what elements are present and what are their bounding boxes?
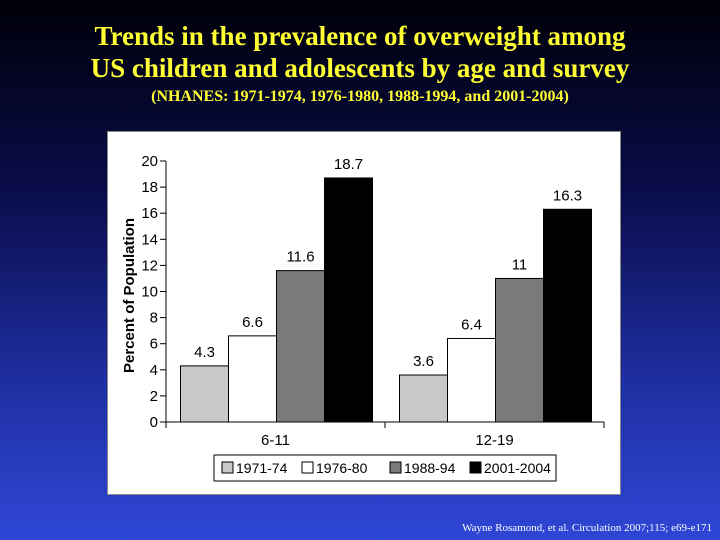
x-tick-label: 12-19 xyxy=(475,432,513,449)
y-tick-label: 16 xyxy=(141,205,158,222)
data-label: 11.6 xyxy=(286,249,314,266)
x-tick-label: 6-11 xyxy=(261,432,290,449)
legend-swatch-1976-80 xyxy=(301,461,314,474)
legend-label: 1988-94 xyxy=(404,460,456,476)
y-tick-label: 18 xyxy=(141,179,158,196)
y-tick-label: 4 xyxy=(150,362,158,379)
y-tick-label: 20 xyxy=(141,153,158,170)
bar-2001-2004-6-11 xyxy=(324,177,373,423)
citation: Wayne Rosamond, et al. Circulation 2007;… xyxy=(462,522,712,534)
legend-label: 1971-74 xyxy=(236,460,288,476)
data-label: 6.4 xyxy=(461,316,482,333)
y-tick-label: 0 xyxy=(150,414,158,431)
slide-title: Trends in the prevalence of overweight a… xyxy=(0,20,720,108)
title-line-1: Trends in the prevalence of overweight a… xyxy=(94,21,626,51)
y-tick-label: 2 xyxy=(150,388,158,405)
chart-panel: 0 2 4 6 8 10 12 14 16 18 20 Percent of Population 4.… xyxy=(107,131,621,495)
title-line-2: US children and adolescents by age and s… xyxy=(90,53,630,83)
legend-swatch-1971-74 xyxy=(221,461,234,474)
data-label: 11 xyxy=(512,256,528,273)
data-label: 3.6 xyxy=(413,353,434,370)
bar-1988-94-12-19 xyxy=(495,277,544,423)
bar-2001-2004-12-19 xyxy=(543,208,592,423)
legend-label: 2001-2004 xyxy=(484,460,551,476)
data-label: 4.3 xyxy=(194,344,215,361)
legend-swatch-2001-2004 xyxy=(469,461,482,474)
bar-chart: 0 2 4 6 8 10 12 14 16 18 20 Percent of Population 4.… xyxy=(121,153,605,482)
legend-label: 1976-80 xyxy=(316,460,368,476)
subtitle: (NHANES: 1971-1974, 1976-1980, 1988-1994… xyxy=(151,88,569,105)
bar-1971-74-12-19 xyxy=(399,374,448,423)
y-axis-title: Percent of Population xyxy=(121,218,138,373)
y-tick-label: 14 xyxy=(141,231,158,248)
bar-1988-94-6-11 xyxy=(276,270,325,423)
y-tick-label: 10 xyxy=(141,284,158,301)
y-tick-label: 12 xyxy=(141,257,158,274)
data-label: 16.3 xyxy=(553,187,582,204)
legend-swatch-1988-94 xyxy=(389,461,402,474)
bar-1976-80-6-11 xyxy=(228,335,277,423)
bar-1976-80-12-19 xyxy=(447,337,496,423)
y-tick-label: 6 xyxy=(150,336,158,353)
y-tick-label: 8 xyxy=(150,310,158,327)
data-label: 6.6 xyxy=(242,314,263,331)
data-label: 18.7 xyxy=(334,156,363,173)
legend-box xyxy=(213,454,557,482)
bar-1971-74-6-11 xyxy=(180,365,229,423)
